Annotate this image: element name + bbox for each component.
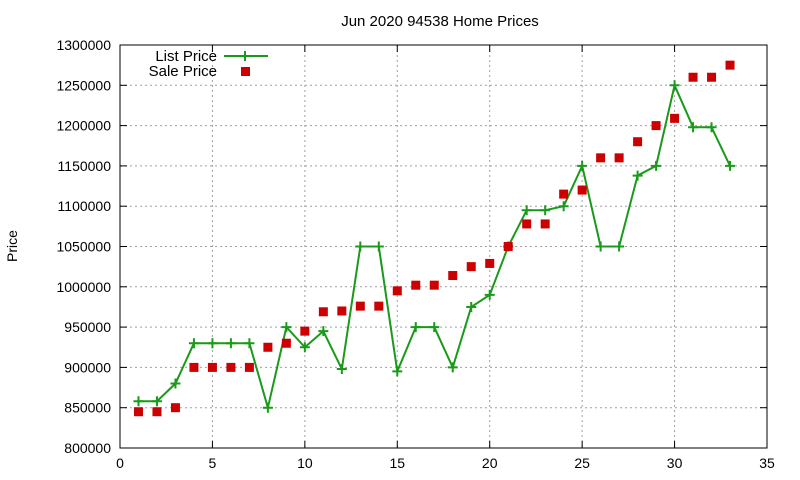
sale-price-point [503, 242, 513, 251]
y-tick-label: 850000 [64, 400, 111, 416]
list-price-point [521, 205, 532, 216]
list-price-point [577, 160, 588, 171]
list-price-point [188, 338, 199, 349]
list-price-point [336, 364, 347, 375]
x-tick-label: 35 [759, 455, 775, 471]
sale-price-point [633, 137, 643, 147]
sale-price-point [152, 407, 162, 417]
y-axis-label: Price [4, 230, 20, 262]
list-price-point [725, 160, 736, 171]
x-tick-label: 30 [667, 455, 683, 471]
y-tick-label: 1150000 [58, 158, 112, 174]
list-price-point [651, 160, 662, 171]
list-price-point [318, 326, 329, 337]
grid-lines [120, 45, 767, 448]
y-tick-label: 1100000 [58, 198, 112, 214]
series-list-price [133, 80, 736, 413]
sale-price-point [614, 153, 624, 163]
x-tick-label: 10 [297, 455, 313, 471]
y-tick-label: 1000000 [56, 279, 111, 295]
x-tick-label: 15 [389, 455, 405, 471]
list-price-point [614, 241, 625, 252]
list-price-point [225, 338, 236, 349]
sale-price-point [207, 362, 217, 372]
list-price-point [151, 396, 162, 407]
list-price-point [244, 338, 255, 349]
list-price-point [706, 122, 717, 133]
list-price-point [558, 201, 569, 212]
list-price-point [281, 322, 292, 333]
list-price-point [133, 396, 144, 407]
sale-price-point [429, 280, 439, 290]
sale-price-point [540, 219, 550, 229]
sale-price-point [707, 72, 717, 82]
sale-price-point [411, 280, 421, 290]
list-price-point [373, 241, 384, 252]
sale-price-point [651, 121, 661, 131]
sale-price-point [300, 326, 310, 336]
x-axis: 0 5 10 15 20 25 30 35 [116, 45, 775, 471]
y-tick-label: 800000 [64, 440, 111, 456]
list-price-point [392, 366, 403, 377]
list-price-point [410, 322, 421, 333]
list-price-point [170, 378, 181, 389]
x-tick-label: 20 [482, 455, 498, 471]
sale-price-point [244, 362, 254, 372]
y-tick-label: 950000 [64, 319, 111, 335]
list-price-point [540, 205, 551, 216]
sale-price-point [374, 301, 384, 311]
y-tick-label: 900000 [64, 359, 111, 375]
list-price-point [299, 342, 310, 353]
sale-price-point [133, 407, 143, 417]
sale-price-point [263, 342, 273, 352]
sale-price-point [670, 113, 680, 123]
sale-price-point [466, 262, 476, 272]
series-sale-price [133, 60, 735, 417]
legend-marker-sale-price [241, 67, 250, 76]
sale-price-point [688, 72, 698, 82]
legend-marker-list-price [240, 51, 250, 61]
list-price-point [355, 241, 366, 252]
sale-price-point [577, 185, 587, 195]
legend: List Price Sale Price [149, 48, 268, 80]
sale-price-point [337, 306, 347, 316]
list-price-point [595, 241, 606, 252]
list-price-point [207, 338, 218, 349]
list-price-point [688, 122, 699, 133]
legend-label-list-price: List Price [155, 48, 217, 65]
sale-price-point [448, 271, 458, 281]
list-price-point [669, 80, 680, 91]
y-tick-label: 1300000 [56, 37, 111, 53]
sale-price-point [281, 338, 291, 348]
y-tick-label: 1200000 [56, 118, 111, 134]
sale-price-point [170, 403, 180, 413]
sale-price-point [559, 189, 569, 199]
y-axis: 800000 850000 900000 950000 1000000 1050000 11… [56, 37, 767, 456]
list-price-point [484, 289, 495, 300]
list-price-point [466, 301, 477, 312]
sale-price-point [596, 153, 606, 163]
x-tick-label: 5 [209, 455, 217, 471]
list-price-point [447, 362, 458, 373]
x-tick-label: 0 [116, 455, 124, 471]
y-tick-label: 1250000 [56, 77, 111, 93]
sale-price-point [725, 60, 735, 70]
x-tick-label: 25 [574, 455, 590, 471]
sale-price-point [522, 219, 532, 229]
chart-title: Jun 2020 94538 Home Prices [341, 13, 539, 30]
sale-price-point [485, 258, 495, 268]
sale-price-point [355, 301, 365, 311]
sale-price-point [226, 362, 236, 372]
sale-price-point [392, 286, 402, 296]
list-price-point [632, 170, 643, 181]
sale-price-point [189, 362, 199, 372]
list-price-point [429, 322, 440, 333]
legend-label-sale-price: Sale Price [149, 63, 217, 80]
y-tick-label: 1050000 [56, 239, 111, 255]
sale-price-point [318, 307, 328, 317]
list-price-point [262, 402, 273, 413]
